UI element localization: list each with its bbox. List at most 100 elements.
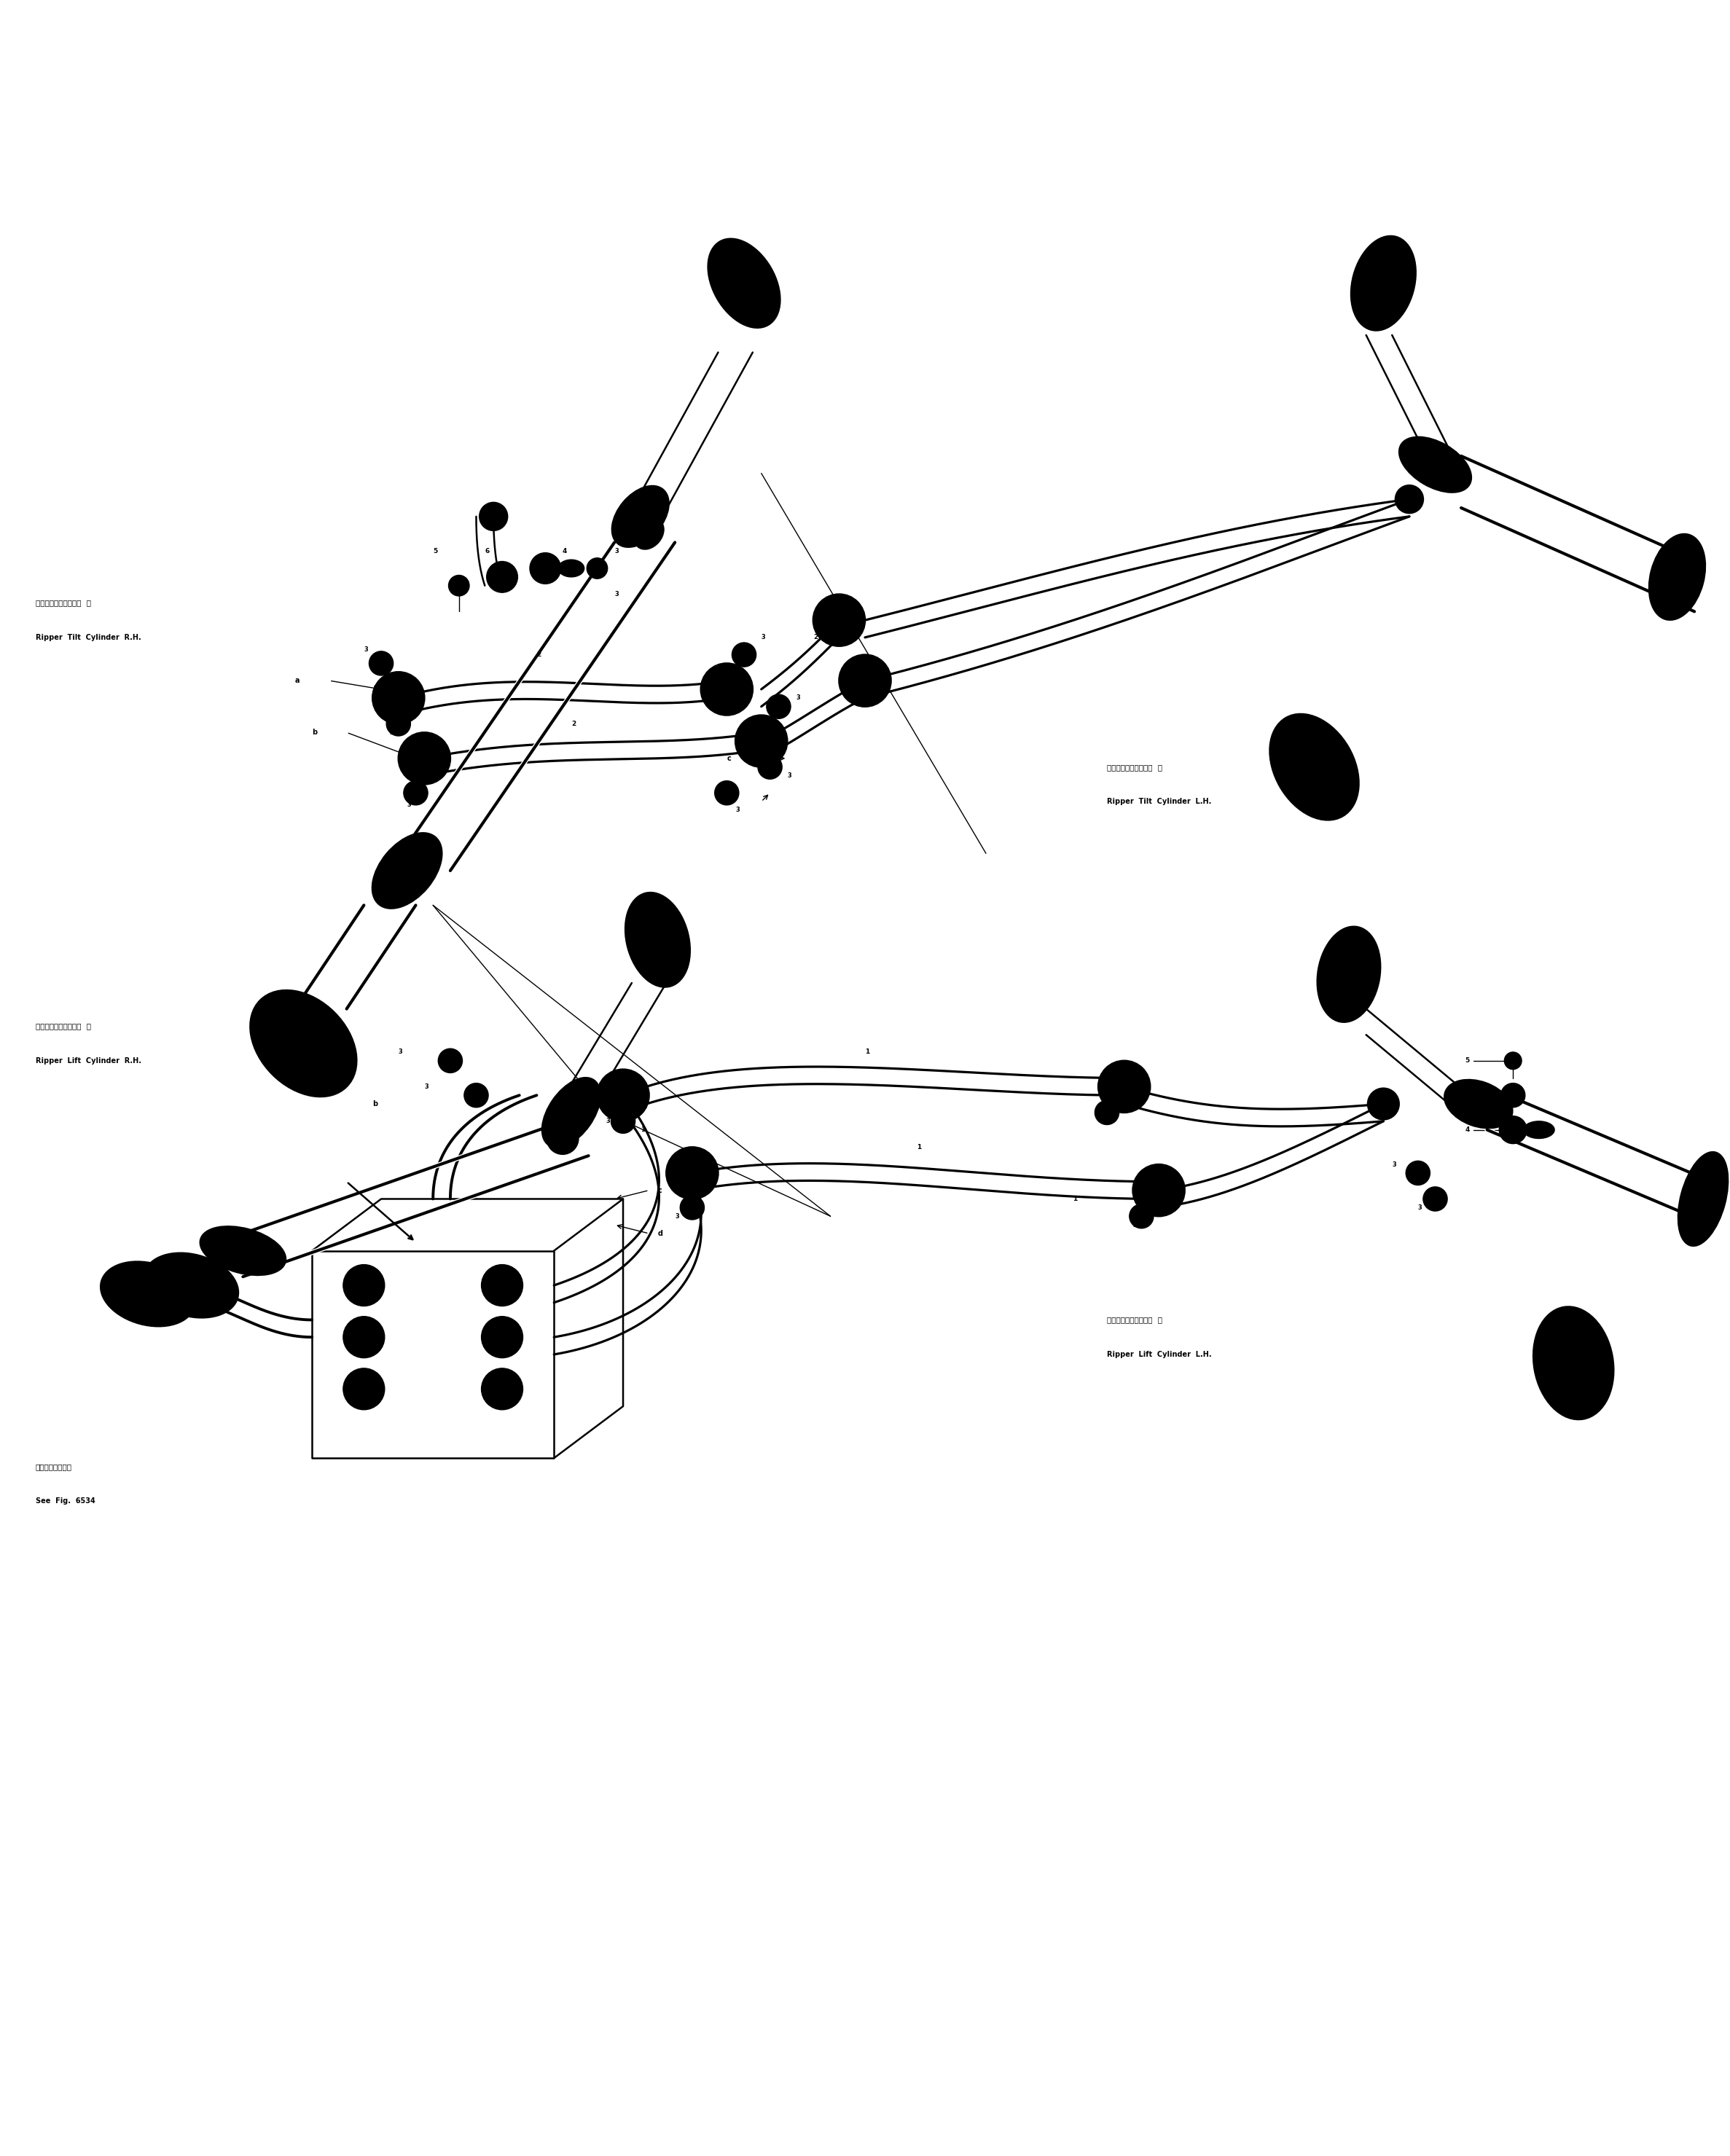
Circle shape — [680, 1194, 704, 1220]
Ellipse shape — [626, 893, 689, 985]
Circle shape — [547, 1123, 578, 1153]
Text: b: b — [311, 729, 317, 735]
Text: 3: 3 — [614, 548, 619, 554]
Circle shape — [343, 1266, 384, 1307]
Ellipse shape — [251, 992, 356, 1095]
Circle shape — [839, 655, 891, 707]
Circle shape — [813, 595, 865, 647]
Ellipse shape — [1318, 927, 1381, 1022]
Circle shape — [486, 509, 500, 524]
Ellipse shape — [1270, 714, 1358, 819]
Circle shape — [448, 576, 469, 595]
Ellipse shape — [708, 677, 746, 703]
Ellipse shape — [277, 1018, 330, 1069]
Circle shape — [481, 1266, 522, 1307]
Ellipse shape — [612, 487, 668, 545]
Ellipse shape — [1140, 1177, 1178, 1203]
Circle shape — [766, 694, 791, 718]
Ellipse shape — [1554, 1337, 1593, 1391]
Circle shape — [353, 1326, 374, 1348]
Text: 1: 1 — [1073, 1197, 1076, 1203]
Circle shape — [481, 1317, 522, 1358]
Text: 3: 3 — [424, 1082, 429, 1091]
Text: 3: 3 — [606, 1119, 611, 1125]
Circle shape — [464, 1082, 488, 1108]
Text: リッパリフトシリンダ  右: リッパリフトシリンダ 右 — [36, 1022, 92, 1031]
Text: Ripper  Tilt  Cylinder  R.H.: Ripper Tilt Cylinder R.H. — [36, 634, 142, 640]
Text: 1: 1 — [917, 1145, 922, 1151]
Circle shape — [1406, 1160, 1431, 1186]
Text: 3: 3 — [363, 647, 368, 653]
Text: d: d — [727, 798, 732, 804]
Text: a: a — [294, 677, 299, 683]
Text: 2: 2 — [848, 694, 853, 701]
Ellipse shape — [604, 1082, 642, 1108]
Circle shape — [486, 561, 517, 593]
Circle shape — [1368, 1089, 1400, 1119]
Text: See  Fig.  6534: See Fig. 6534 — [36, 1498, 95, 1505]
Text: b: b — [372, 1100, 377, 1108]
Circle shape — [529, 552, 561, 584]
Circle shape — [597, 1069, 649, 1121]
Text: 3: 3 — [389, 729, 394, 735]
Ellipse shape — [379, 686, 417, 711]
Circle shape — [1095, 1100, 1119, 1125]
Text: c: c — [727, 755, 732, 761]
Text: Ripper  Lift  Cylinder  R.H.: Ripper Lift Cylinder R.H. — [36, 1056, 142, 1065]
Circle shape — [403, 780, 427, 804]
Text: 3: 3 — [407, 802, 412, 808]
Ellipse shape — [1650, 535, 1704, 619]
Circle shape — [386, 711, 410, 735]
Ellipse shape — [559, 561, 585, 578]
Text: 3: 3 — [735, 806, 740, 813]
Ellipse shape — [1524, 1121, 1555, 1138]
Text: 2: 2 — [813, 634, 818, 640]
Text: d: d — [657, 1229, 663, 1238]
Circle shape — [1133, 1164, 1185, 1216]
Ellipse shape — [102, 1261, 194, 1326]
Text: 2: 2 — [536, 651, 541, 658]
Ellipse shape — [1678, 1153, 1727, 1246]
Text: 第６５３４図参照: 第６５３４図参照 — [36, 1464, 73, 1470]
Circle shape — [343, 1369, 384, 1410]
Ellipse shape — [642, 916, 675, 964]
Ellipse shape — [168, 1270, 215, 1302]
Circle shape — [1130, 1203, 1154, 1229]
Text: 3: 3 — [1133, 1222, 1137, 1229]
Text: a: a — [346, 1065, 351, 1074]
Circle shape — [372, 673, 424, 724]
Text: 4: 4 — [562, 548, 567, 554]
Circle shape — [353, 1378, 374, 1399]
Ellipse shape — [727, 261, 763, 306]
Ellipse shape — [709, 239, 780, 328]
Circle shape — [368, 651, 393, 675]
Text: 6: 6 — [484, 548, 490, 554]
Text: リッパリフトシリンダ  左: リッパリフトシリンダ 左 — [1107, 1317, 1163, 1324]
Text: 5: 5 — [1465, 1056, 1470, 1065]
Ellipse shape — [1332, 951, 1365, 998]
Text: 3: 3 — [787, 772, 791, 778]
Ellipse shape — [1445, 1080, 1512, 1128]
Circle shape — [1505, 1052, 1522, 1069]
Text: Ripper  Tilt  Cylinder  L.H.: Ripper Tilt Cylinder L.H. — [1107, 798, 1211, 804]
Ellipse shape — [201, 1227, 285, 1274]
Ellipse shape — [1367, 259, 1400, 306]
Ellipse shape — [846, 668, 884, 694]
Circle shape — [1507, 1089, 1519, 1102]
Text: 3: 3 — [1393, 1162, 1396, 1169]
Circle shape — [758, 755, 782, 778]
Circle shape — [701, 664, 753, 716]
Circle shape — [1396, 485, 1424, 513]
Ellipse shape — [820, 608, 858, 634]
Ellipse shape — [145, 1253, 237, 1317]
Text: 3: 3 — [1176, 1197, 1180, 1203]
Ellipse shape — [1535, 1307, 1612, 1419]
Circle shape — [735, 716, 787, 768]
Text: リッパチルトシリンダ  右: リッパチルトシリンダ 右 — [36, 599, 92, 606]
Ellipse shape — [405, 746, 443, 772]
Circle shape — [732, 642, 756, 666]
Circle shape — [1099, 1061, 1150, 1112]
Circle shape — [343, 1317, 384, 1358]
Text: 3: 3 — [398, 1048, 403, 1056]
Text: 4: 4 — [1465, 1128, 1470, 1134]
